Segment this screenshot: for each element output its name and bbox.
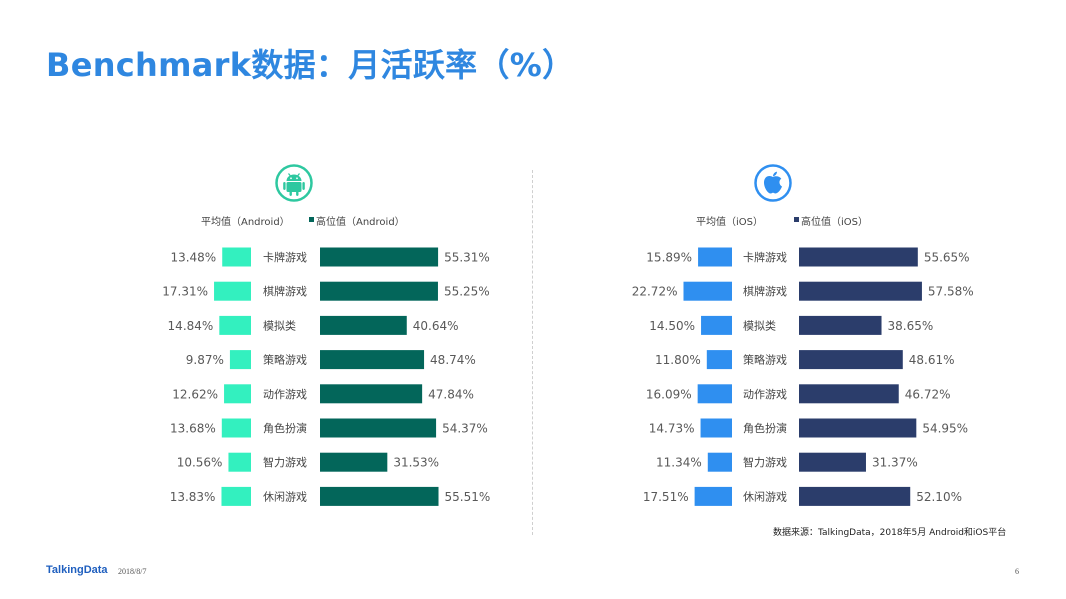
avg-value-label: 13.48% [170,251,216,265]
avg-value-label: 14.84% [168,319,214,333]
avg-bar [706,350,732,370]
high-value-label: 55.31% [444,251,490,265]
avg-bar [697,384,732,404]
avg-bar [224,384,251,404]
high-bar [799,486,911,506]
high-bar [799,247,918,267]
high-bar [799,281,922,301]
category-label: 策略游戏 [263,353,307,367]
avg-bar [221,486,251,506]
category-label: 模拟类 [263,318,296,332]
high-bar [799,350,903,370]
category-label: 棋牌游戏 [263,284,307,298]
avg-value-label: 14.73% [649,422,695,436]
avg-value-label: 11.34% [656,456,702,470]
avg-value-label: 9.87% [186,353,224,367]
avg-bar [694,486,732,506]
avg-value-label: 17.51% [643,490,689,504]
high-bar [320,281,438,301]
high-value-label: 54.95% [922,422,968,436]
apple-icon [754,164,792,202]
high-value-label: 46.72% [905,387,951,401]
legend-high-swatch [794,217,799,222]
high-bar [320,315,407,335]
category-label: 角色扮演 [743,421,787,435]
legend-high-swatch [309,217,314,222]
high-bar [320,486,439,506]
high-bar [799,418,917,438]
category-label: 动作游戏 [743,388,787,401]
category-label: 动作游戏 [263,388,307,401]
category-label: 角色扮演 [263,421,307,435]
high-bar [799,315,882,335]
avg-bar [683,281,732,301]
avg-bar [229,350,251,370]
high-value-label: 55.25% [444,285,490,299]
avg-value-label: 16.09% [646,387,692,401]
page-title: Benchmark数据：月活跃率（%） [46,46,575,84]
avg-bar [698,247,732,267]
high-bar [799,452,866,472]
avg-bar [700,418,732,438]
high-value-label: 55.51% [445,490,491,504]
page-number: 6 [1015,567,1019,576]
avg-bar [222,247,251,267]
data-source: 数据来源：TalkingData，2018年5月 Android和iOS平台 [773,528,1007,538]
panel-divider [532,170,533,535]
category-label: 休闲游戏 [263,489,307,503]
avg-value-label: 14.50% [649,319,695,333]
high-value-label: 38.65% [888,319,934,333]
category-label: 棋牌游戏 [743,284,787,298]
high-bar [320,418,437,438]
footer-date: 2018/8/7 [118,567,147,576]
category-label: 策略游戏 [743,353,787,367]
high-value-label: 55.65% [924,251,970,265]
high-value-label: 57.58% [928,285,974,299]
android-icon [275,164,313,202]
avg-value-label: 15.89% [646,251,692,265]
legend-high: 高位值（iOS） [801,215,868,228]
category-label: 休闲游戏 [743,489,787,503]
high-value-label: 31.53% [393,456,439,470]
high-bar [320,247,439,267]
avg-value-label: 12.62% [172,387,218,401]
avg-value-label: 10.56% [177,456,223,470]
high-bar [320,350,425,370]
high-bar [799,384,899,404]
category-label: 智力游戏 [263,455,307,469]
category-label: 模拟类 [743,318,776,332]
high-value-label: 47.84% [428,387,474,401]
avg-value-label: 17.31% [162,285,208,299]
avg-bar [219,315,251,335]
category-label: 卡牌游戏 [743,250,787,264]
high-bar [320,452,388,472]
avg-value-label: 13.68% [170,422,216,436]
category-label: 卡牌游戏 [263,250,307,264]
high-value-label: 48.61% [909,353,955,367]
avg-bar [214,281,251,301]
avg-bar [707,452,732,472]
avg-value-label: 13.83% [170,490,216,504]
avg-bar [701,315,732,335]
footer-logo: TalkingData [46,564,108,576]
avg-bar [228,452,251,472]
high-value-label: 40.64% [413,319,459,333]
high-bar [320,384,423,404]
high-value-label: 54.37% [442,422,488,436]
category-label: 智力游戏 [743,455,787,469]
legend-avg: 平均值（iOS） [696,215,763,228]
high-value-label: 52.10% [916,490,962,504]
high-value-label: 48.74% [430,353,476,367]
avg-bar [221,418,251,438]
legend-high: 高位值（Android） [316,215,405,228]
avg-value-label: 11.80% [655,353,701,367]
high-value-label: 31.37% [872,456,918,470]
legend-avg: 平均值（Android） [201,215,290,228]
avg-value-label: 22.72% [632,285,678,299]
